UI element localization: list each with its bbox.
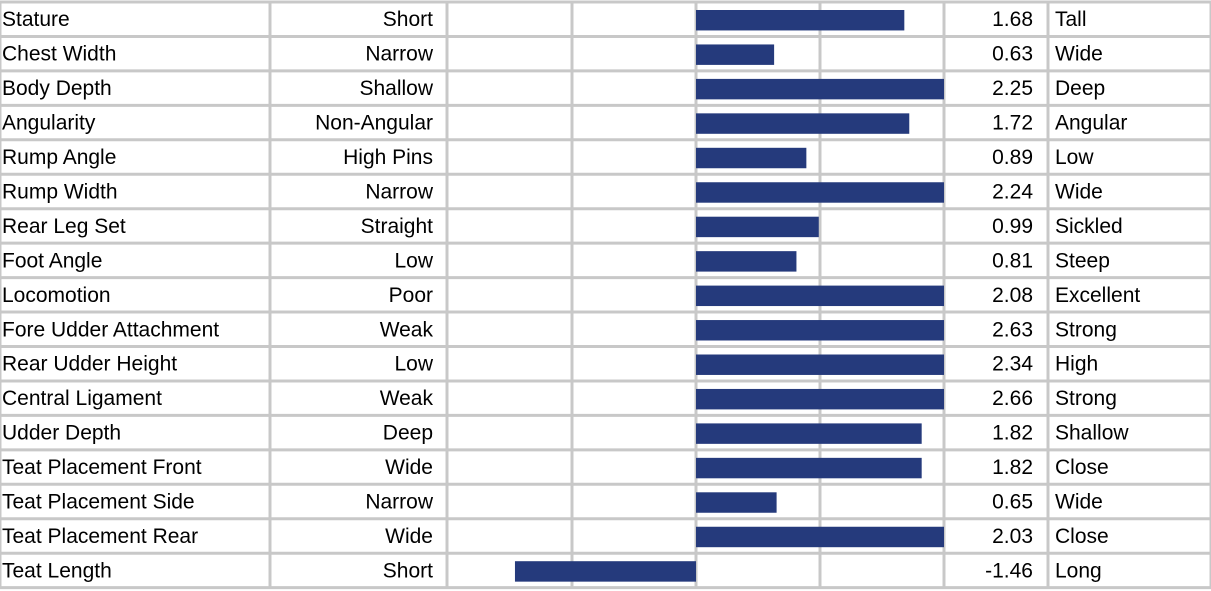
trait-label: Udder Depth [2,422,121,445]
bar-teat-placement-rear [696,526,944,548]
high-label: Angular [1055,112,1127,135]
bar-chest-width [696,44,775,65]
trait-label: Rump Angle [2,146,116,169]
bar-rump-width [696,182,944,203]
low-label: Narrow [365,180,434,203]
bar-body-depth [696,78,944,100]
low-label: Narrow [365,43,434,66]
high-label: Wide [1055,180,1103,203]
value-label: 0.81 [992,249,1033,272]
trait-label: Teat Placement Rear [2,525,198,548]
bar-fore-udder-attachment [696,320,944,341]
trait-label: Teat Placement Side [2,491,195,514]
trait-label: Angularity [2,112,96,135]
high-label: Steep [1055,249,1110,272]
value-label: 2.24 [992,180,1033,203]
bar-foot-angle [696,251,797,272]
low-label: Deep [383,422,433,445]
high-label: Strong [1055,318,1117,341]
bar-teat-length [514,561,696,582]
trait-label: Foot Angle [2,249,102,272]
bar-rump-angle [696,147,807,169]
value-label: 2.08 [992,284,1033,307]
high-label: High [1055,353,1098,376]
trait-label: Rump Width [2,180,118,203]
bar-layer [514,10,944,582]
value-label: 1.82 [992,422,1033,445]
value-label: 2.34 [992,353,1033,376]
trait-label: Rear Udder Height [2,353,177,376]
low-label: Wide [385,456,433,479]
bar-stature [696,10,905,31]
low-label: Straight [361,215,434,238]
trait-label: Stature [2,8,70,31]
trait-label: Teat Length [2,559,112,582]
high-label: Wide [1055,491,1103,514]
low-label: Wide [385,525,433,548]
low-label: Narrow [365,491,434,514]
high-label: Close [1055,525,1109,548]
value-label: 1.72 [992,112,1033,135]
bar-udder-depth [696,423,922,444]
trait-label: Teat Placement Front [2,456,202,479]
trait-label: Rear Leg Set [2,215,126,238]
low-label: Short [383,559,433,582]
high-label: Low [1055,146,1094,169]
high-label: Sickled [1055,215,1123,238]
text-layer: Stature Short 1.68 Tall Chest Width Narrow 0.6… [2,8,1140,582]
high-label: Excellent [1055,284,1140,307]
high-label: Strong [1055,387,1117,410]
bar-central-ligament [696,388,944,410]
trait-label: Locomotion [2,284,111,307]
value-label: 2.66 [992,387,1033,410]
bar-rear-leg-set [696,216,819,238]
bar-rear-udder-height [696,354,944,375]
value-label: 0.65 [992,491,1033,514]
bar-angularity [696,113,910,134]
value-label: 2.63 [992,318,1033,341]
trait-label: Fore Udder Attachment [2,318,219,341]
trait-label: Chest Width [2,43,116,66]
low-label: Low [394,249,433,272]
trait-label: Central Ligament [2,387,162,410]
low-label: Weak [380,387,434,410]
high-label: Close [1055,456,1109,479]
low-label: Low [394,353,433,376]
trait-label: Body Depth [2,77,112,100]
low-label: Shallow [359,77,433,100]
low-label: High Pins [343,146,433,169]
low-label: Non-Angular [315,112,433,135]
high-label: Deep [1055,77,1105,100]
bar-teat-placement-front [696,457,922,479]
high-label: Long [1055,559,1102,582]
value-label: 1.82 [992,456,1033,479]
value-label: 0.63 [992,43,1033,66]
value-label: 0.99 [992,215,1033,238]
value-label: 1.68 [992,8,1033,31]
low-label: Weak [380,318,434,341]
value-label: -1.46 [985,559,1033,582]
bar-teat-placement-side [696,492,777,513]
high-label: Shallow [1055,422,1129,445]
value-label: 2.03 [992,525,1033,548]
high-label: Wide [1055,43,1103,66]
value-label: 0.89 [992,146,1033,169]
value-label: 2.25 [992,77,1033,100]
low-label: Poor [389,284,433,307]
high-label: Tall [1055,8,1087,31]
low-label: Short [383,8,433,31]
bar-locomotion [696,285,944,307]
